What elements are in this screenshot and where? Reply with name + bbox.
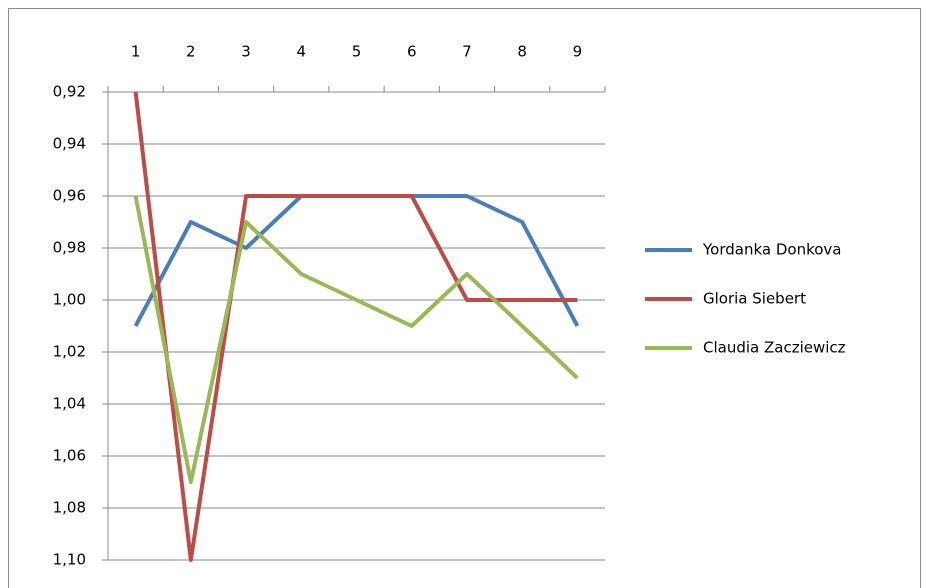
y-tick-label: 1,08 — [53, 499, 86, 517]
x-tick-label: 9 — [573, 43, 583, 61]
series-line — [133, 195, 579, 484]
x-tick-label: 1 — [131, 43, 141, 61]
y-tick-label: 1,10 — [53, 551, 86, 569]
legend-label: Yordanka Donkova — [702, 241, 842, 259]
y-tick-label: 1,00 — [53, 291, 86, 309]
x-tick-label: 2 — [186, 43, 196, 61]
y-tick-label: 0,94 — [53, 135, 86, 153]
series-line — [133, 91, 578, 562]
y-tick-label: 0,92 — [53, 83, 86, 101]
x-tick-label: 5 — [352, 43, 362, 61]
y-tick-label: 1,04 — [53, 395, 86, 413]
x-tick-label: 3 — [241, 43, 251, 61]
x-tick-label: 8 — [517, 43, 527, 61]
legend-label: Claudia Zacziewicz — [703, 339, 846, 357]
x-tick-label: 7 — [462, 43, 472, 61]
y-tick-label: 0,98 — [53, 239, 86, 257]
x-tick-label: 4 — [297, 43, 307, 61]
y-tick-label: 1,06 — [53, 447, 86, 465]
legend-label: Gloria Siebert — [703, 290, 806, 308]
y-tick-label: 1,02 — [53, 343, 86, 361]
y-tick-label: 0,96 — [53, 187, 86, 205]
x-tick-label: 6 — [407, 43, 417, 61]
